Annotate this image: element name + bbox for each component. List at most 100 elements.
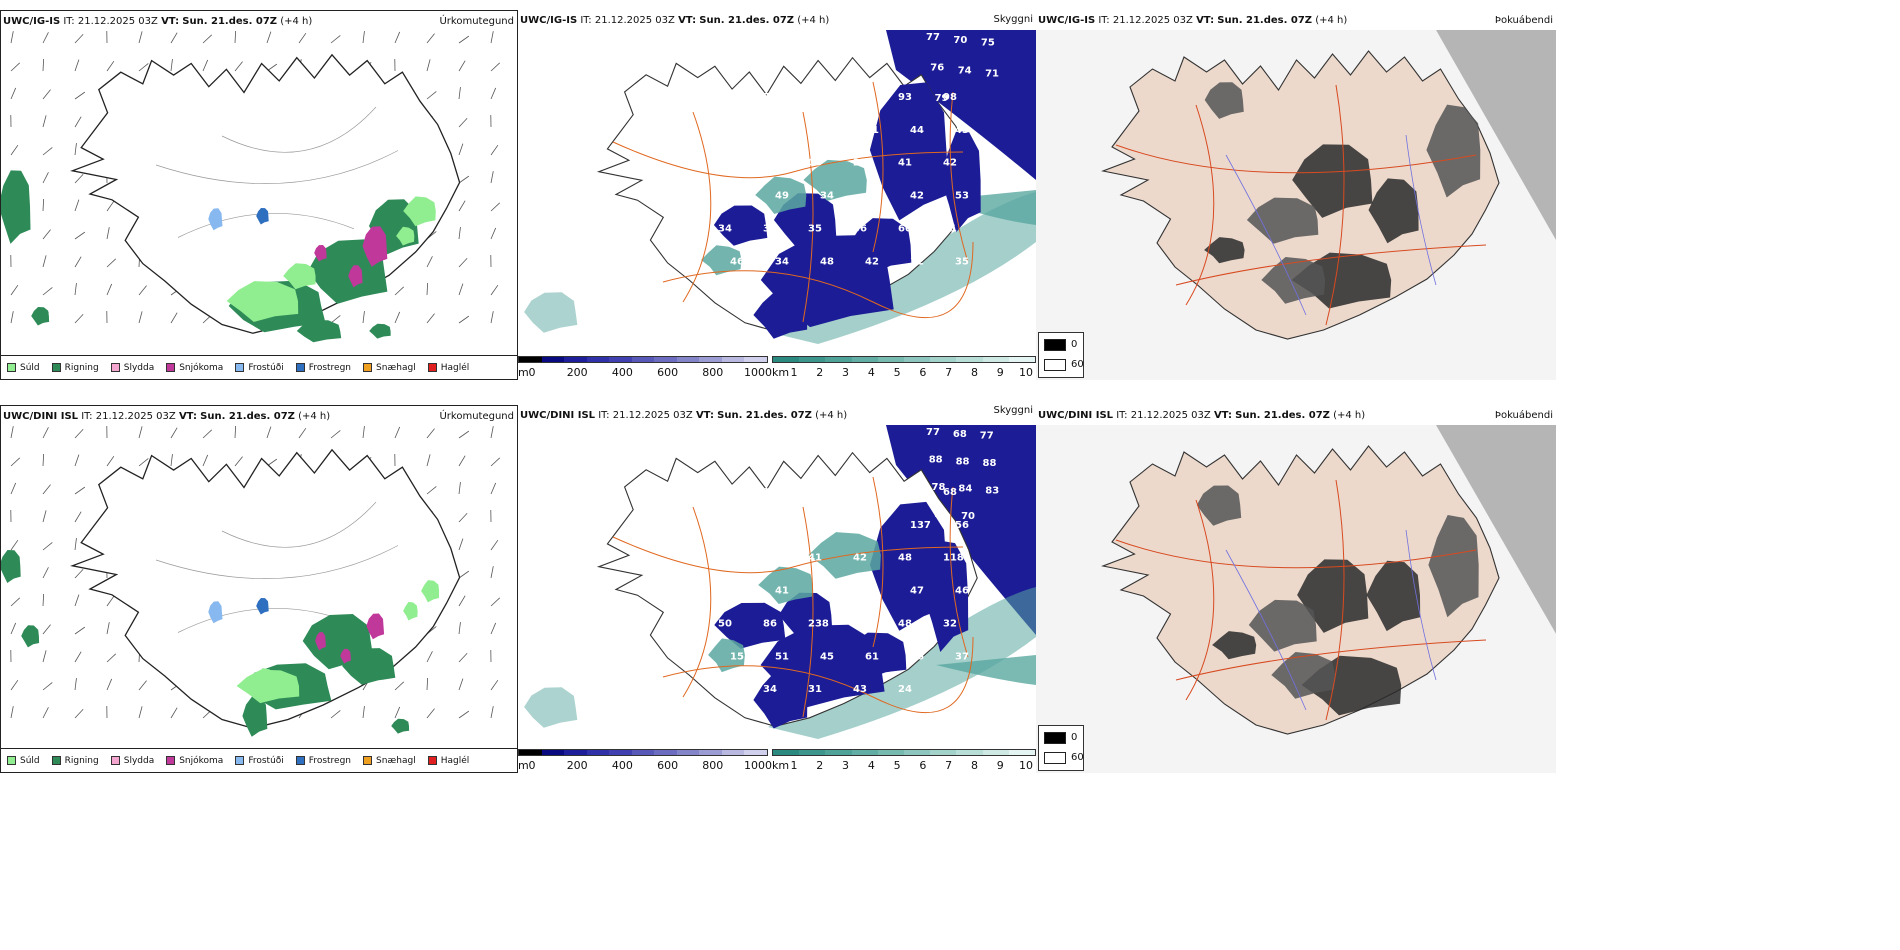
legend-label: Slydda: [123, 755, 155, 766]
drizzle-area: [403, 196, 436, 227]
legend-swatch: [235, 756, 245, 765]
low-visibility-area: [923, 540, 969, 652]
visibility-value-label: 67: [820, 125, 834, 136]
legend-swatch: [7, 363, 16, 372]
wind-barb: [106, 595, 115, 607]
road: [949, 486, 969, 658]
wind-barb: [42, 32, 49, 44]
scale-color-step: [851, 750, 878, 755]
wind-barb: [170, 32, 178, 44]
wind-barb: [394, 286, 405, 296]
visibility-scale-bar: [772, 749, 1036, 756]
visibility-value-label: 42: [853, 553, 867, 564]
wind-barb: [426, 428, 435, 439]
wind-barb: [490, 539, 499, 551]
legend-item: Haglél: [427, 756, 469, 766]
wind-barb: [74, 256, 82, 268]
valid-time-label: VT:: [1213, 410, 1232, 421]
visibility-value-label: 98: [808, 487, 822, 498]
visibility-value-label: 53: [853, 92, 867, 103]
road: [612, 141, 964, 179]
legend-item: Frostúði: [235, 363, 284, 373]
precip-type-panel-bottom: UWC/DINI ISL IT: 21.12.2025 03Z VT: Sun.…: [0, 405, 518, 773]
terrain-height-scale-unit: m: [518, 366, 529, 379]
visibility-value-label: 129: [775, 520, 796, 531]
wind-barb: [10, 311, 14, 324]
visibility-value-label: 98: [943, 92, 957, 103]
visibility-value-label: 68: [953, 429, 967, 440]
road-network: [1115, 479, 1487, 721]
init-time-label: IT:: [1116, 410, 1128, 421]
legend-swatch: [166, 756, 176, 765]
scale-color-step: [982, 750, 1009, 755]
wind-barb: [74, 199, 80, 212]
wind-barb: [106, 455, 115, 467]
wind-barb: [74, 651, 82, 663]
scale-color-step: [541, 750, 565, 755]
fog-legend-light-label: 60: [1071, 359, 1084, 370]
contour-line: [221, 106, 377, 153]
legend-item: Snæhagl: [363, 756, 416, 766]
visibility-scale: km 1 2 3 4 5 6 7 8 9 10: [772, 749, 1036, 773]
wind-barb: [458, 482, 461, 495]
wind-barb: [490, 566, 494, 579]
legend-label: Snæhagl: [376, 362, 416, 373]
visibility-scale-tick: 10: [1019, 759, 1033, 772]
rain-area: [369, 323, 391, 339]
visibility-value-label: 95: [730, 125, 744, 136]
wind-barb: [426, 282, 429, 296]
fog-panel-top: UWC/IG-IS IT: 21.12.2025 03Z VT: Sun. 21…: [1036, 10, 1556, 380]
low-visibility-area: [714, 602, 786, 649]
wind-barb: [394, 31, 401, 44]
wind-barb: [234, 426, 237, 439]
contour-line: [155, 545, 399, 579]
wind-barb: [170, 454, 173, 467]
road: [682, 506, 712, 698]
road-network: [612, 476, 974, 718]
wind-barb: [458, 622, 461, 635]
wind-barb: [74, 59, 80, 72]
scale-color-step: [586, 750, 610, 755]
terrain-height-scale-tick: 400: [611, 366, 633, 379]
wind-barb: [74, 678, 77, 691]
legend-label: Rigning: [64, 755, 99, 766]
scale-color-step: [609, 357, 632, 362]
fog-panel-bottom: UWC/DINI ISL IT: 21.12.2025 03Z VT: Sun.…: [1036, 405, 1556, 773]
visibility-value-label: 91: [943, 223, 957, 234]
visibility-map-svg: 77 68 77 88 88 88 78 84 83 83 70 34 16 98 23 75 68 112 129…: [524, 425, 1036, 739]
road-network: [1115, 84, 1487, 326]
fog-index-area: [1368, 178, 1419, 244]
legend-item: Haglél: [427, 363, 469, 373]
low-visibility-area: [941, 130, 981, 233]
wind-barb: [42, 198, 45, 212]
visibility-value-label: 84: [958, 484, 972, 495]
visibility-value-label: 146: [763, 158, 784, 169]
scale-color-step: [541, 357, 565, 362]
product-title: Úrkomutegund: [439, 16, 514, 27]
visibility-scale-tick: 5: [893, 759, 901, 772]
visibility-value-label: 56: [955, 520, 969, 531]
wind-barb: [458, 652, 468, 663]
init-time: 21.12.2025 03Z: [95, 411, 176, 422]
model-name: UWC/DINI ISL: [520, 410, 596, 421]
wind-barb: [10, 144, 19, 156]
wind-barb: [106, 60, 115, 72]
terrain-height-scale: m 0 200 400 600 800 1000: [518, 356, 772, 380]
visibility-scale-unit: km: [772, 759, 790, 772]
wind-barb: [490, 482, 497, 495]
valid-time: Sun. 21.des. 07Z: [1235, 410, 1330, 421]
visibility-value-label: 43: [718, 553, 732, 564]
visibility-scale-tick: 9: [996, 366, 1004, 379]
wind-barb: [362, 706, 365, 719]
rain-area: [1, 170, 31, 244]
visibility-value-label: 34: [763, 684, 777, 695]
legend-label: Slydda: [123, 362, 155, 373]
wind-barb: [490, 311, 494, 324]
contour-line: [155, 150, 399, 184]
fog-legend-dark-swatch: [1044, 339, 1066, 351]
visibility-scale-tick: 4: [867, 366, 875, 379]
wind-barb: [10, 426, 14, 439]
valid-time-label: VT:: [161, 16, 180, 27]
product-title: Þokuábendi: [1494, 15, 1553, 26]
drizzle-area: [226, 281, 299, 322]
